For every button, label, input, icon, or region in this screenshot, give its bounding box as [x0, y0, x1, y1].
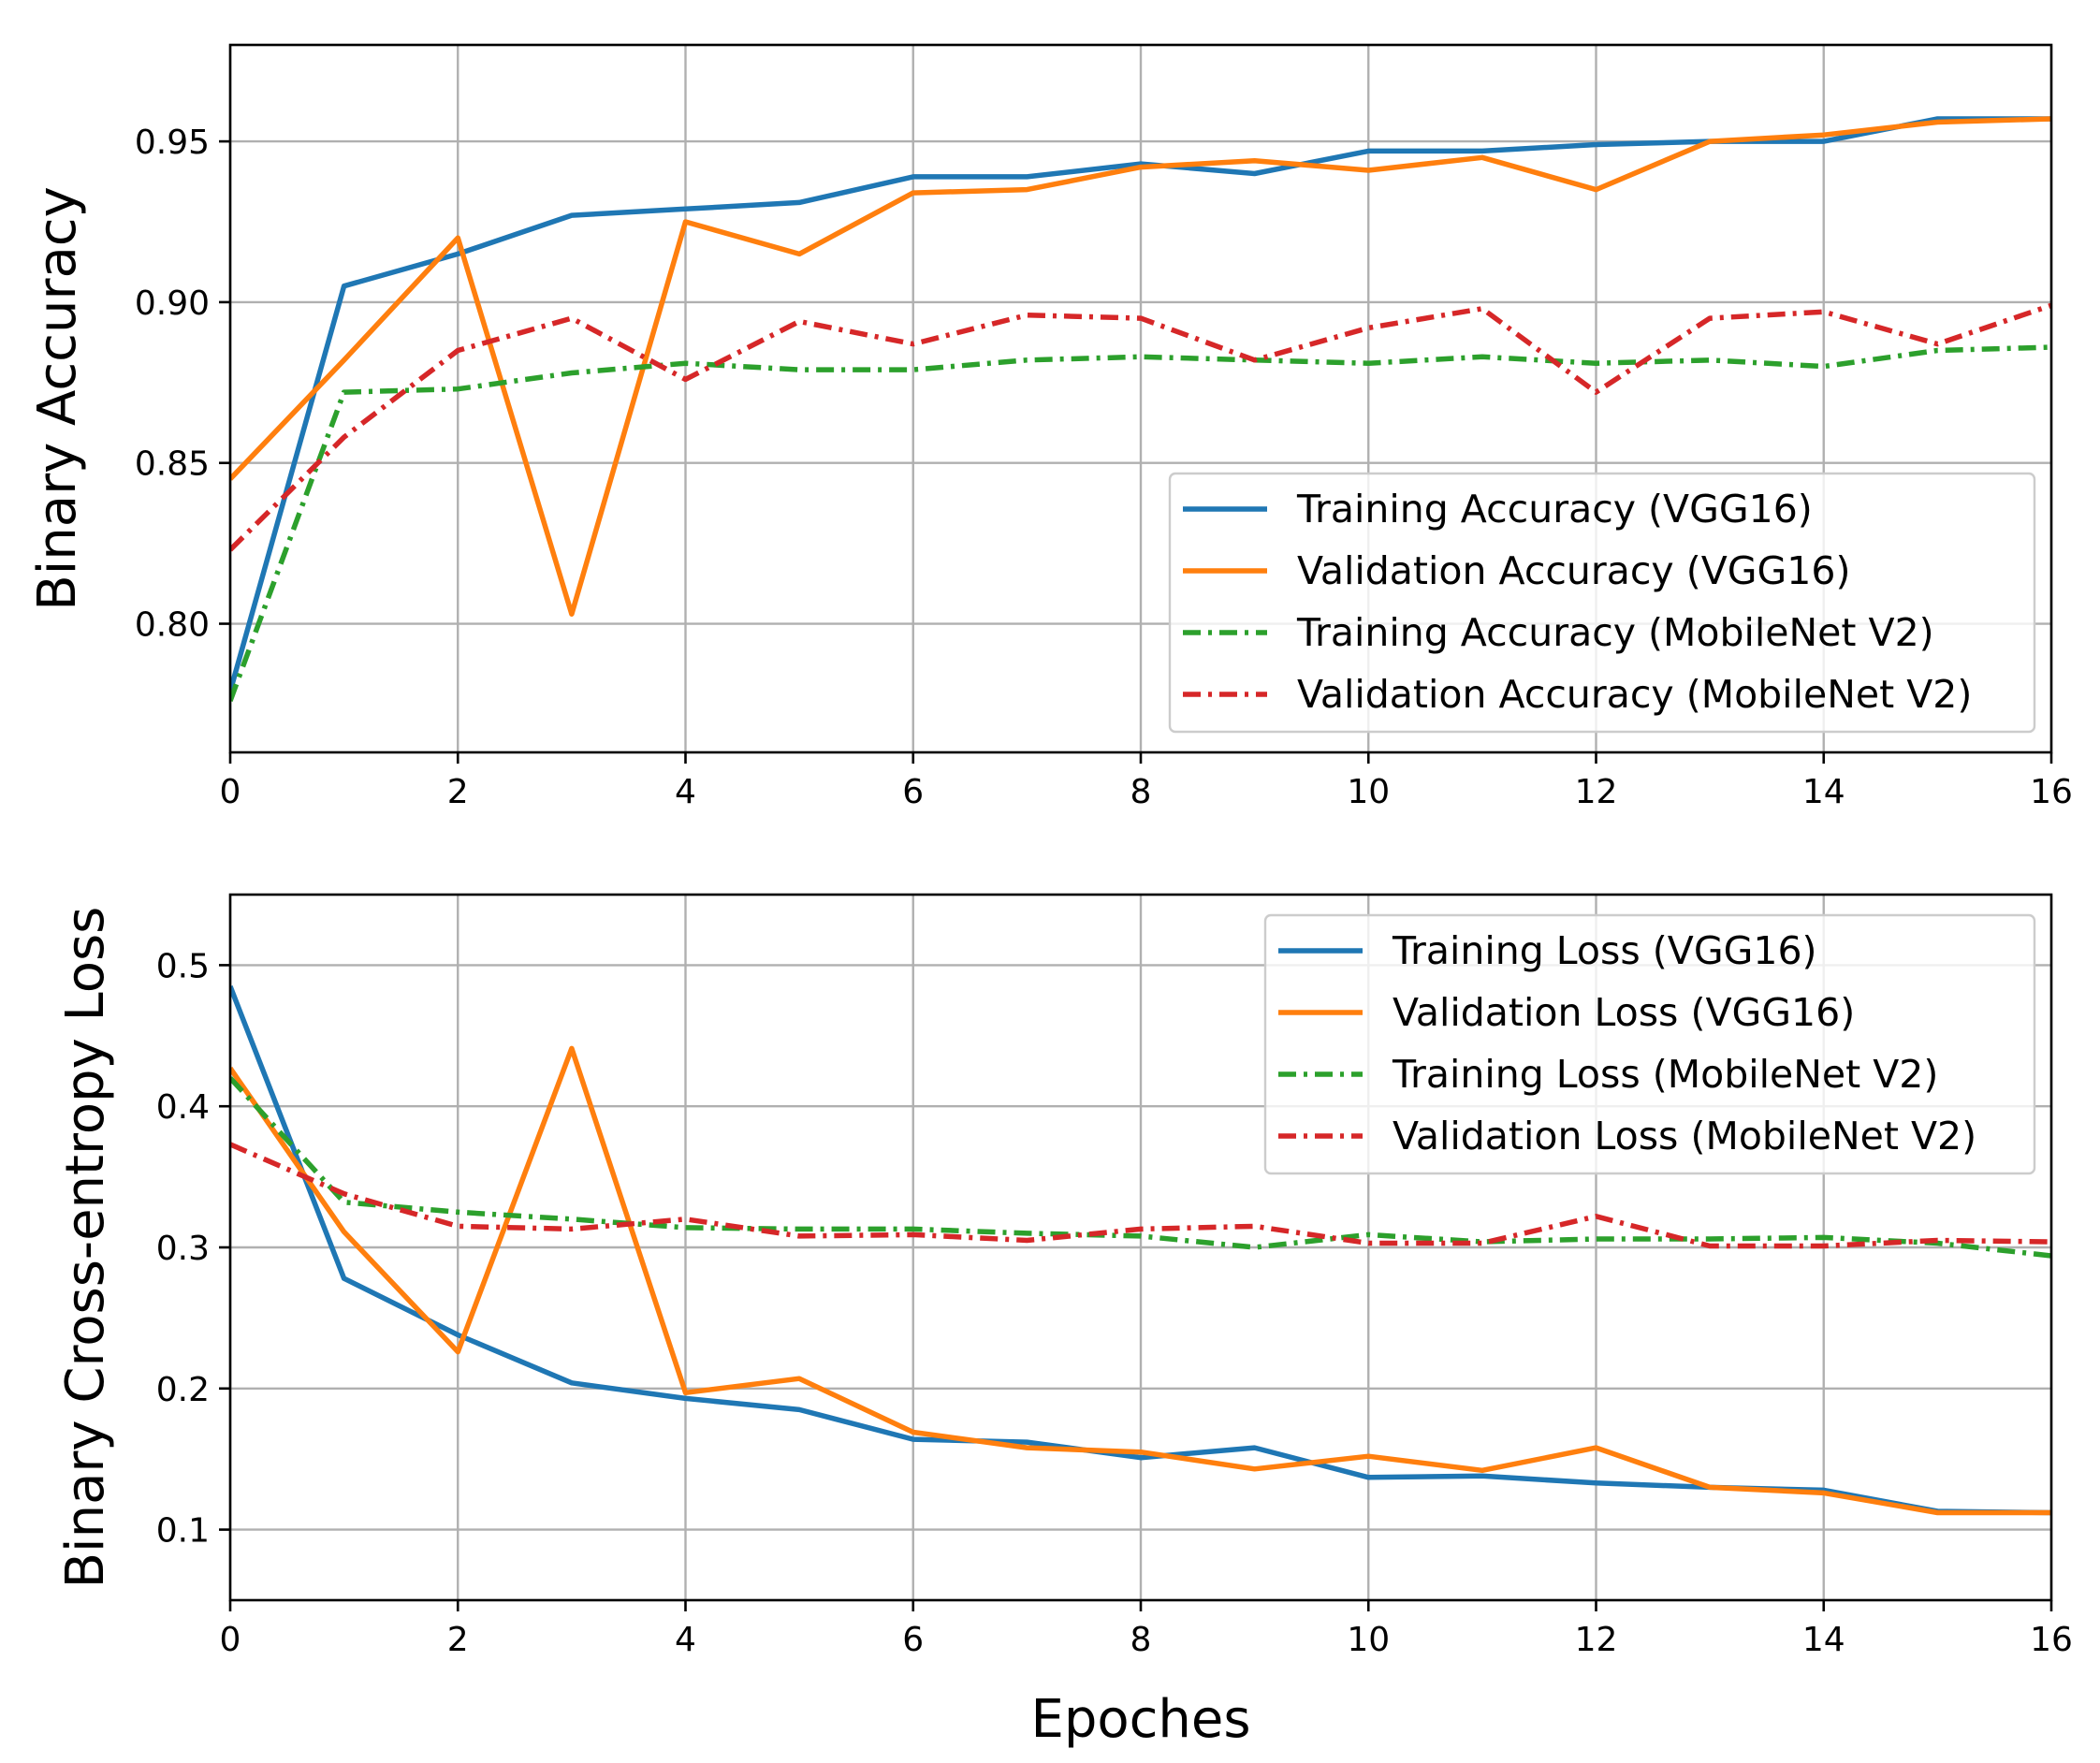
x-tick-label: 0 — [220, 1621, 241, 1659]
loss-series — [230, 985, 2051, 1516]
legend-entry: Training Loss (MobileNet V2) — [1392, 1052, 1938, 1097]
y-tick-label: 0.90 — [135, 284, 210, 323]
x-tick-label: 8 — [1130, 1621, 1152, 1659]
accuracy-ticks: 0 2 4 6 8 10 12 14 16 0.80 0.85 0.90 0.95 — [135, 124, 2073, 811]
y-tick-label: 0.3 — [156, 1230, 210, 1268]
x-tick-label: 2 — [447, 1621, 469, 1659]
x-tick-label: 6 — [902, 773, 924, 811]
series-line-1 — [230, 116, 2051, 617]
y-tick-label: 0.85 — [135, 445, 210, 484]
accuracy-series — [230, 116, 2051, 702]
x-tick-label: 12 — [1575, 773, 1618, 811]
series-line-2 — [230, 344, 2051, 702]
series-line-1 — [230, 1045, 2051, 1516]
legend-entry: Validation Loss (MobileNet V2) — [1393, 1114, 1976, 1158]
x-tick-label: 8 — [1130, 773, 1152, 811]
y-tick-label: 0.5 — [156, 947, 210, 985]
x-tick-label: 2 — [447, 773, 469, 811]
y-tick-label: 0.95 — [135, 124, 210, 162]
legend-entry: Validation Accuracy (MobileNet V2) — [1297, 672, 1972, 717]
y-tick-label: 0.80 — [135, 606, 210, 645]
y-tick-label: 0.1 — [156, 1512, 210, 1551]
accuracy-legend: Training Accuracy (VGG16) Validation Accu… — [1168, 472, 2036, 734]
y-tick-label: 0.2 — [156, 1371, 210, 1409]
legend-entry: Training Loss (VGG16) — [1392, 928, 1817, 973]
series-line-3 — [230, 1142, 2051, 1249]
x-tick-label: 4 — [675, 773, 696, 811]
legend-entry: Training Accuracy (VGG16) — [1296, 487, 1813, 532]
x-tick-label: 16 — [2030, 1621, 2073, 1659]
legend-box — [1168, 472, 2036, 734]
x-tick-label: 10 — [1347, 773, 1390, 811]
legend-entry: Validation Loss (VGG16) — [1393, 990, 1855, 1035]
accuracy-y-axis-label: Binary Accuracy — [27, 186, 88, 610]
accuracy-panel: 0 2 4 6 8 10 12 14 16 0.80 0.85 0.90 0.95 Binary Acc… — [27, 43, 2073, 811]
series-line-3 — [230, 302, 2051, 552]
loss-panel: 0 2 4 6 8 10 12 14 16 0.1 0.2 0.3 0.4 0.5 Binary Cros… — [55, 893, 2073, 1750]
loss-y-axis-label: Binary Cross-entropy Loss — [55, 907, 116, 1589]
series-line-2 — [230, 1076, 2051, 1259]
x-tick-label: 14 — [1802, 1621, 1845, 1659]
x-tick-label: 6 — [902, 1621, 924, 1659]
legend-entry: Training Accuracy (MobileNet V2) — [1296, 610, 1934, 655]
x-tick-label: 4 — [675, 1621, 696, 1659]
loss-legend: Training Loss (VGG16) Validation Loss (VG… — [1263, 913, 2036, 1175]
loss-ticks: 0 2 4 6 8 10 12 14 16 0.1 0.2 0.3 0.4 0.5 — [156, 947, 2073, 1659]
x-tick-label: 12 — [1575, 1621, 1618, 1659]
legend-entry: Validation Accuracy (VGG16) — [1297, 548, 1850, 593]
x-tick-label: 16 — [2030, 773, 2073, 811]
loss-x-axis-label: Epoches — [1030, 1689, 1250, 1750]
x-tick-label: 10 — [1347, 1621, 1390, 1659]
x-tick-label: 0 — [220, 773, 241, 811]
legend-box — [1263, 913, 2036, 1175]
y-tick-label: 0.4 — [156, 1088, 210, 1127]
x-tick-label: 14 — [1802, 773, 1845, 811]
